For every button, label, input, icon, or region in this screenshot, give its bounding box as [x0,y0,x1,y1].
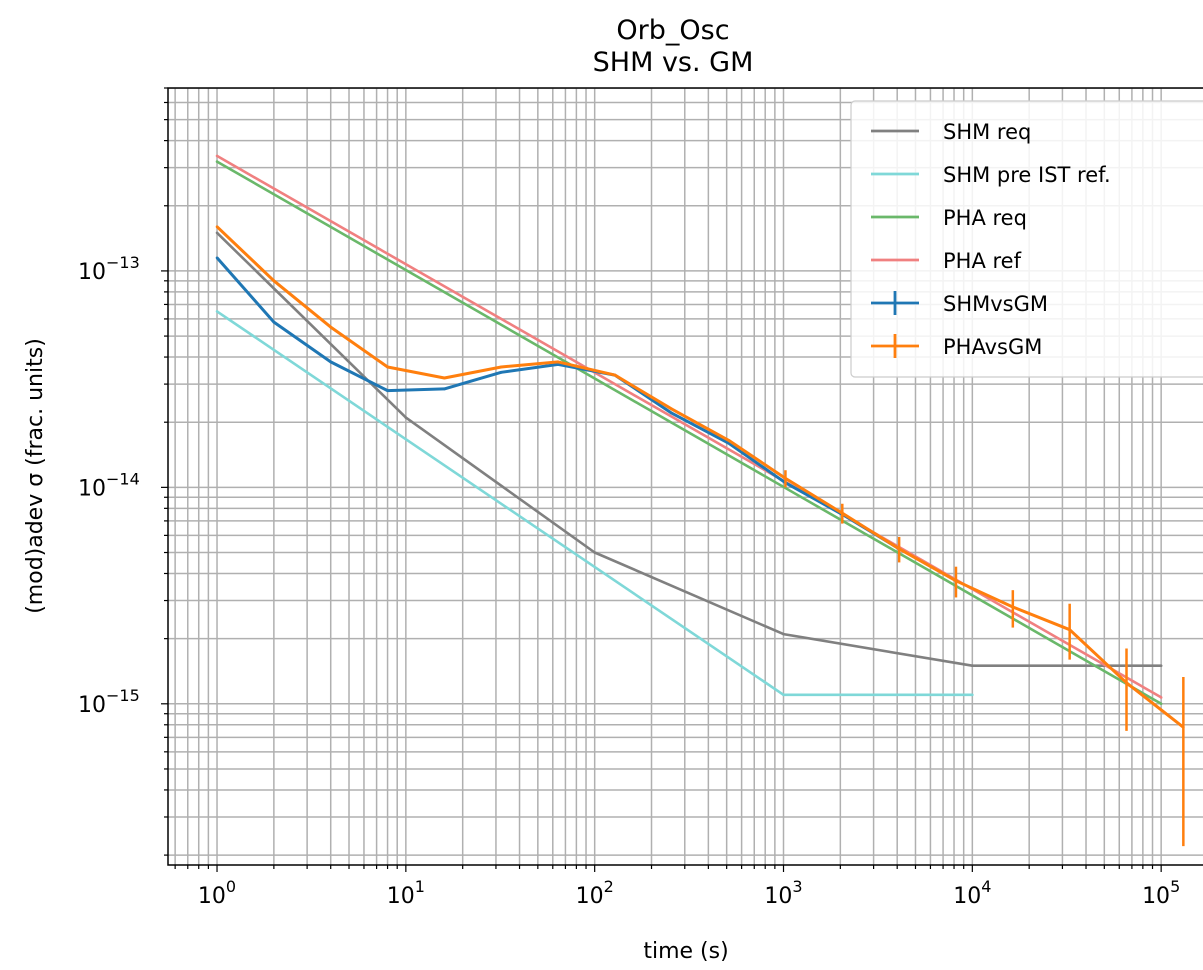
data-point [613,373,617,377]
series-shm-req [215,231,1163,667]
series-line [216,154,1162,699]
x-tick-label: 104 [953,877,991,909]
data-point [386,365,389,369]
y-tick-label: 10−14 [78,469,140,501]
legend-label: SHMvsGM [943,292,1048,316]
y-tick-base: 10 [78,693,106,718]
data-point [670,411,674,415]
x-tick-label: 101 [387,877,425,909]
data-point [386,389,389,392]
x-tick-base: 10 [576,884,604,909]
y-tick-label: 10−13 [78,253,140,285]
data-point [593,551,596,554]
legend-label: SHM req [943,120,1031,144]
x-tick-base: 10 [764,884,792,909]
y-tick-base: 10 [78,476,106,501]
data-point [727,438,730,442]
data-point [1159,696,1163,699]
data-point [443,376,446,380]
data-point [215,160,219,163]
data-point [215,231,219,235]
series-pha-ref [215,154,1163,699]
data-point [971,693,974,697]
y-axis-label: (mod)adev σ (frac. units) [23,338,48,614]
series-line [216,231,1162,667]
series-line [215,225,1185,729]
data-point [215,256,219,260]
x-tick-label: 102 [576,877,614,909]
legend-label: PHA req [943,206,1027,230]
y-tick-label: 10−15 [78,686,140,718]
data-point [443,387,446,391]
x-tick-base: 10 [387,884,415,909]
series-shm-pre-ist-ref- [215,310,974,697]
data-point [782,632,785,636]
x-axis-label: time (s) [643,939,728,964]
data-point [329,360,333,364]
chart-subtitle: SHM vs. GM [593,47,754,78]
data-point [215,225,219,229]
chart-title: Orb_Osc [616,15,729,46]
x-tick-exponent: 4 [981,877,991,896]
data-point [215,154,219,158]
x-tick-exponent: 0 [226,877,236,896]
data-point [1159,664,1163,667]
data-point [782,693,785,697]
x-tick-label: 100 [198,877,236,909]
x-tick-label: 105 [1142,877,1180,909]
x-tick-exponent: 5 [1170,877,1180,896]
y-tick-base: 10 [78,260,106,285]
data-point [404,416,408,419]
data-point [499,365,503,369]
x-tick-exponent: 2 [604,877,614,896]
x-tick-base: 10 [953,884,981,909]
series-line [216,160,1162,705]
x-tick-label: 103 [764,877,802,909]
legend: SHM req SHM pre IST ref. PHA req PHA ref SHM… [850,100,1203,378]
data-point [215,310,219,313]
series-pha-req [215,160,1163,706]
legend-label: PHAvsGM [943,335,1042,359]
series-layer [215,154,1185,847]
legend-label: PHA ref [943,249,1022,273]
data-point [670,407,674,411]
grid [168,88,1203,865]
data-point [971,664,974,667]
data-point [499,371,503,374]
x-tick-base: 10 [1142,884,1170,909]
data-point [556,363,560,366]
legend-box [850,100,1203,378]
legend-label: SHM pre IST ref. [943,163,1111,187]
y-tick-exponent: −14 [106,469,140,488]
data-point [272,279,276,283]
x-tick-exponent: 3 [792,877,802,896]
data-point [272,320,276,324]
series-phavsgm [215,225,1185,847]
data-point [1159,702,1163,706]
data-point [556,360,560,364]
data-point [329,325,333,329]
y-tick-exponent: −15 [106,686,140,705]
x-tick-base: 10 [198,884,226,909]
plot-frame [167,87,1203,866]
y-tick-exponent: −13 [106,253,140,272]
x-tick-exponent: 1 [415,877,425,896]
